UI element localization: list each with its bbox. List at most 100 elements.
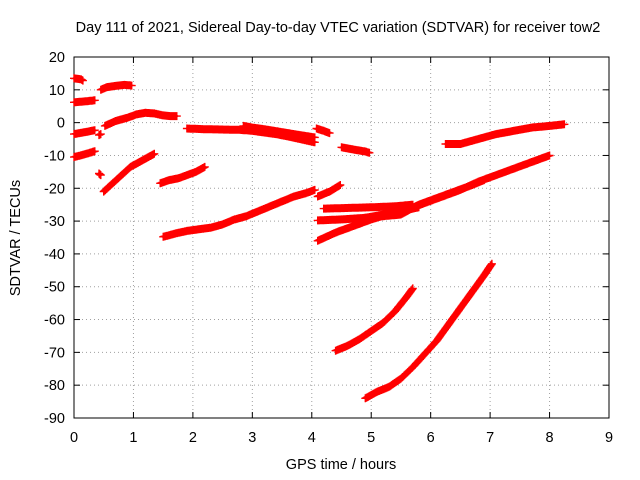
data-point [364,397,367,400]
data-series [70,74,569,403]
y-tick-label: -90 [44,411,65,427]
data-point [274,129,278,133]
series-s4 [70,126,99,139]
data-point [530,126,533,129]
x-tick-label: 6 [427,430,435,446]
data-point [185,173,189,177]
data-point [72,132,76,136]
x-tick-label: 7 [486,430,494,446]
data-point [490,262,494,265]
data-point [405,295,409,298]
data-point [346,344,349,347]
series-s6 [100,108,181,130]
x-tick-label: 3 [248,430,256,446]
data-point [167,178,171,182]
y-tick-label: 10 [49,83,65,99]
data-point [239,128,242,132]
data-point [161,114,165,117]
data-point [120,173,123,177]
grid [74,57,609,418]
data-point [286,131,290,135]
y-tick-label: -50 [44,280,65,296]
data-point [81,153,85,156]
data-point [364,150,367,153]
data-point [315,127,318,130]
series-s1 [70,74,87,85]
data-point [257,210,260,213]
y-tick-label: -60 [44,313,65,329]
series-s7 [70,147,99,162]
data-point [175,114,179,118]
data-point [263,128,266,131]
data-point [129,165,132,169]
data-point [72,155,76,159]
y-tick-label: -80 [44,378,65,394]
data-point [334,349,337,352]
series-s8 [95,169,105,180]
tick-marks [73,56,610,419]
data-point [512,167,516,170]
data-point [79,78,83,81]
data-point [93,149,97,153]
data-point [328,131,331,135]
series-s11 [159,185,319,241]
series-s10 [156,162,209,188]
x-axis-label: GPS time / hours [286,457,396,473]
data-point [339,183,342,187]
data-point [93,128,97,132]
y-tick-label: -30 [44,214,65,230]
data-point [471,183,474,187]
data-point [138,160,141,164]
series-markers [156,162,209,188]
data-point [393,205,397,208]
data-point [423,352,426,356]
data-point [482,274,486,277]
data-point [130,84,133,87]
series-markers [337,143,374,157]
series-s9 [99,149,159,196]
series-markers [159,185,319,241]
series-markers [70,74,87,85]
series-s17 [319,200,417,213]
data-point [90,129,94,133]
data-point [242,124,245,128]
data-point [114,84,117,88]
data-point [203,128,206,131]
data-point [375,390,379,393]
plot-frame [73,56,610,419]
data-point [93,99,97,102]
data-point [81,79,85,82]
data-point [370,329,373,333]
data-point [453,190,456,193]
data-point [99,132,102,136]
data-point [194,170,198,174]
data-point [482,178,486,182]
data-point [313,136,316,139]
data-point [411,365,415,369]
series-s20 [361,176,489,222]
series-markers [361,259,496,403]
data-point [471,290,474,293]
data-point [399,213,403,216]
y-tick-labels: 20 10 0 -10 -20 -30 -40 -50 -60 -70 -80 -90 [44,50,65,427]
data-point [340,146,343,149]
data-point [111,182,114,185]
x-tick-label: 9 [605,430,613,446]
data-point [158,182,162,185]
data-point [233,218,236,221]
data-point [135,113,138,116]
x-tick-label: 0 [70,430,78,446]
data-point [153,152,156,156]
data-point [144,111,147,114]
data-point [99,173,102,177]
data-point [471,139,474,142]
data-point [444,142,447,146]
x-tick-label: 8 [546,430,554,446]
data-point [435,196,438,200]
data-point [313,188,316,192]
data-point [84,100,88,103]
data-point [352,148,355,151]
data-point [203,165,206,169]
data-point [334,231,337,234]
